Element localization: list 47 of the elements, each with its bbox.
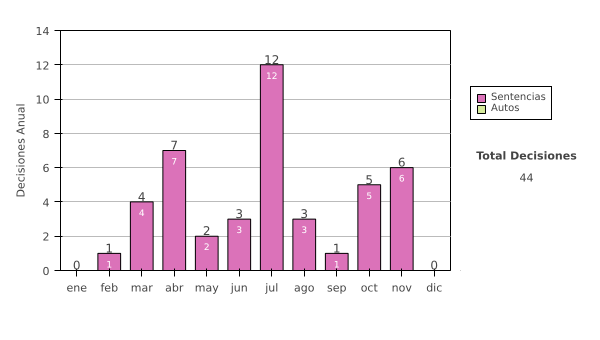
- x-tick-label: jul: [264, 282, 278, 294]
- x-tick-label: nov: [392, 282, 412, 294]
- total-label: 4: [138, 190, 146, 204]
- x-tick-label: oct: [360, 282, 378, 294]
- total-label: 2: [202, 224, 211, 238]
- data-label: 2: [204, 243, 210, 254]
- x-tick-label: ene: [66, 282, 88, 294]
- total-label: 12: [264, 52, 280, 67]
- y-tick-label: 10: [36, 94, 50, 107]
- total-label: 7: [170, 138, 178, 152]
- data-label: 12: [266, 72, 278, 82]
- y-tick-label: 8: [42, 128, 50, 141]
- legend-label: Sentencias: [491, 92, 546, 103]
- y-tick-label: 0: [42, 265, 50, 278]
- total-label: 0: [430, 258, 438, 272]
- data-label: 6: [398, 174, 405, 185]
- text: Total Decisiones: [476, 150, 578, 162]
- total-label: 1: [332, 241, 341, 256]
- legend-label: Autos: [491, 103, 520, 114]
- x-tick-label: dic: [426, 282, 442, 294]
- total-label: 1: [105, 241, 114, 256]
- data-label: 3: [301, 226, 308, 236]
- y-tick-label: 2: [42, 230, 50, 244]
- total-label: 3: [300, 207, 308, 222]
- x-tick-label: mar: [130, 282, 154, 294]
- data-label: 1: [334, 260, 340, 270]
- text: 44: [520, 172, 534, 185]
- y-axis-title: Decisiones Anual: [14, 103, 28, 198]
- x-tick-label: sep: [327, 282, 347, 294]
- data-label: 3: [236, 226, 242, 236]
- total-label: 3: [235, 207, 244, 222]
- x-tick-label: jun: [230, 282, 248, 294]
- data-label: 5: [366, 192, 372, 202]
- data-label: 1: [106, 260, 112, 270]
- total-label: 0: [72, 258, 81, 272]
- y-tick-label: 6: [42, 162, 50, 176]
- x-tick-label: may: [194, 282, 220, 294]
- x-tick-label: feb: [100, 282, 118, 294]
- y-tick-label: 4: [42, 196, 50, 210]
- x-tick-label: abr: [165, 282, 184, 294]
- total-label: 5: [365, 172, 374, 187]
- data-label: 7: [171, 158, 178, 168]
- total-label: 6: [398, 156, 406, 170]
- y-tick-label: 14: [36, 25, 50, 38]
- y-tick-label: 12: [36, 59, 50, 72]
- x-tick-label: ago: [294, 282, 315, 294]
- data-label: 4: [138, 208, 145, 219]
